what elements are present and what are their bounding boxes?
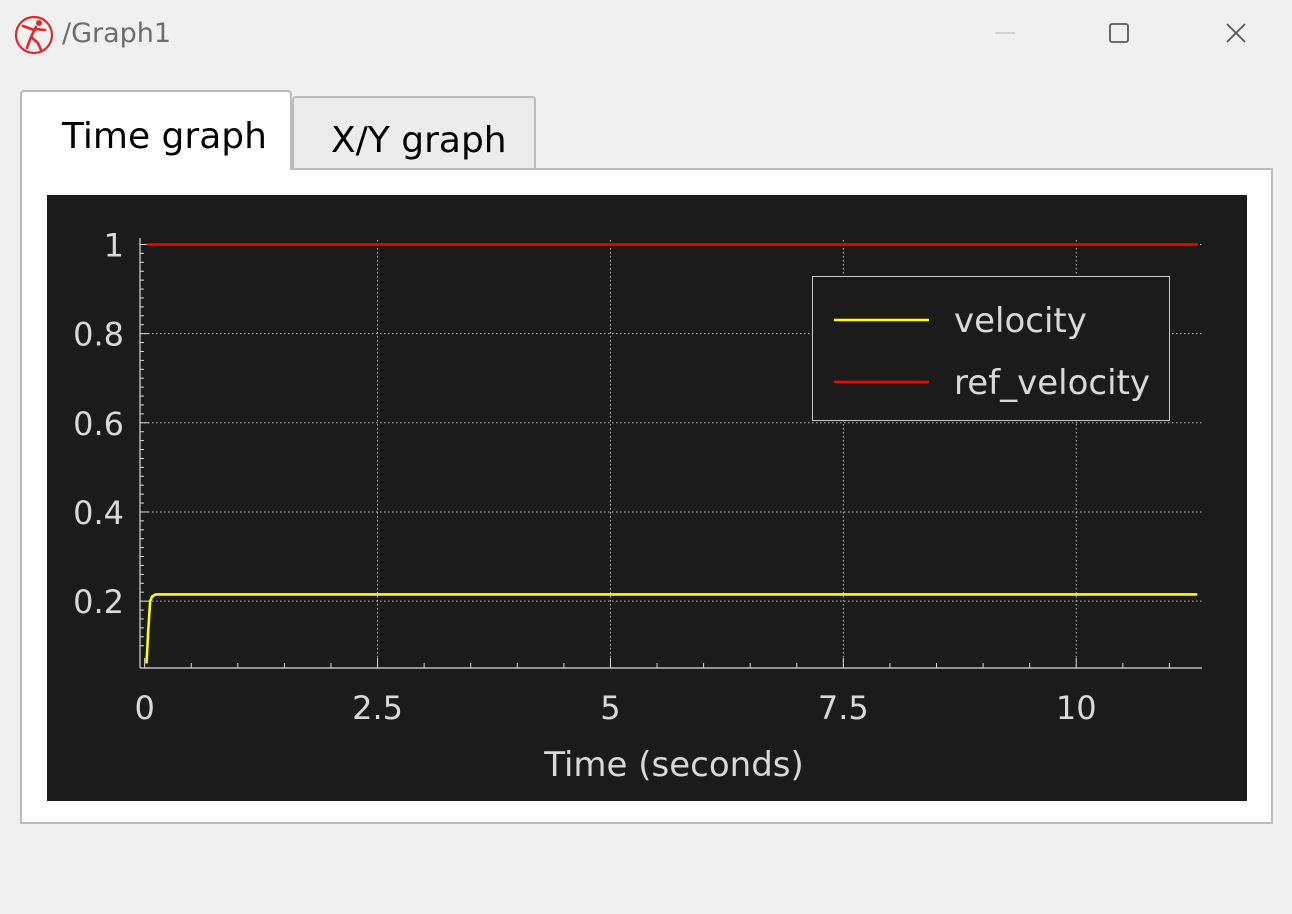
y-tick-label: 1 xyxy=(104,226,124,264)
tab-xy-graph[interactable]: X/Y graph xyxy=(292,96,536,170)
x-tick-label: 0 xyxy=(134,689,154,727)
x-axis-label: Time (seconds) xyxy=(543,745,804,785)
time-graph-plot[interactable]: 0 2.5 5 7.5 10 0.2 0.4 0.6 0.8 1 Time (seconds) vel… xyxy=(47,195,1247,801)
y-tick-label: 0.2 xyxy=(73,583,124,621)
minimize-icon[interactable] xyxy=(975,12,1035,56)
legend-label-ref-velocity: ref_velocity xyxy=(954,363,1150,403)
close-icon[interactable] xyxy=(1206,12,1266,56)
legend-label-velocity: velocity xyxy=(954,301,1087,341)
window-title: /Graph1 xyxy=(62,18,172,49)
y-tick-label: 0.8 xyxy=(73,316,124,354)
tab-xy-graph-label: X/Y graph xyxy=(331,120,507,161)
time-graph-chart[interactable]: 0 2.5 5 7.5 10 0.2 0.4 0.6 0.8 1 Time (seconds) vel… xyxy=(47,195,1247,801)
x-tick-label: 5 xyxy=(600,689,620,727)
x-tick-label: 2.5 xyxy=(352,689,403,727)
tab-time-graph-label: Time graph xyxy=(62,116,267,157)
y-tick-label: 0.4 xyxy=(73,494,124,532)
maximize-icon[interactable] xyxy=(1089,12,1149,56)
y-tick-label: 0.6 xyxy=(73,405,124,443)
legend-box xyxy=(812,276,1170,421)
series-line-velocity xyxy=(145,593,1198,664)
x-tick-label: 7.5 xyxy=(818,689,869,727)
dancer-app-icon xyxy=(14,15,54,55)
title-bar[interactable]: /Graph1 xyxy=(0,0,1292,68)
x-tick-label: 10 xyxy=(1056,689,1097,727)
tab-time-graph[interactable]: Time graph xyxy=(20,90,292,170)
